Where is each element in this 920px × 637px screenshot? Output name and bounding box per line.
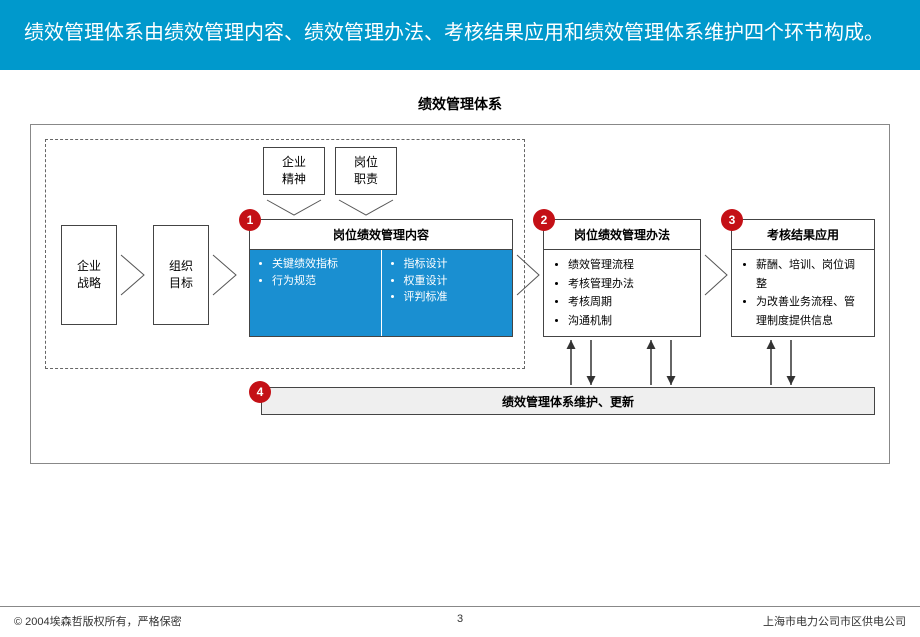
slide-footer: © 2004埃森哲版权所有，严格保密 3 上海市电力公司市区供电公司 — [0, 606, 920, 637]
main-box-2-title: 岗位绩效管理办法 — [544, 220, 700, 250]
box-label: 岗位 职责 — [354, 154, 378, 188]
main-box-3: 考核结果应用 薪酬、培训、岗位调整 为改善业务流程、管理制度提供信息 — [731, 219, 875, 337]
main3-body: 薪酬、培训、岗位调整 为改善业务流程、管理制度提供信息 — [732, 250, 874, 336]
circle-1: 1 — [239, 209, 261, 231]
main-box-1-title: 岗位绩效管理内容 — [250, 220, 512, 250]
list-item: 为改善业务流程、管理制度提供信息 — [756, 293, 864, 330]
main2-body: 绩效管理流程 考核管理办法 考核周期 沟通机制 — [544, 250, 700, 336]
bottom-bar: 绩效管理体系维护、更新 — [261, 387, 875, 415]
slide-header: 绩效管理体系由绩效管理内容、绩效管理办法、考核结果应用和绩效管理体系维护四个环节… — [0, 0, 920, 70]
list-item: 沟通机制 — [568, 312, 690, 331]
box-label: 企业 战略 — [77, 258, 101, 292]
box-org-goal: 组织 目标 — [153, 225, 209, 325]
box-enterprise-spirit: 企业 精神 — [263, 147, 325, 195]
main-box-2: 岗位绩效管理办法 绩效管理流程 考核管理办法 考核周期 沟通机制 — [543, 219, 701, 337]
box-label: 企业 精神 — [282, 154, 306, 188]
bottom-bar-label: 绩效管理体系维护、更新 — [502, 393, 634, 410]
box-position-duty: 岗位 职责 — [335, 147, 397, 195]
main-box-3-title: 考核结果应用 — [732, 220, 874, 250]
circle-4: 4 — [249, 381, 271, 403]
footer-page-number: 3 — [457, 613, 463, 625]
main-box-1: 岗位绩效管理内容 关键绩效指标 行为规范 指标设计 权重设计 评判标准 — [249, 219, 513, 337]
box-enterprise-strategy: 企业 战略 — [61, 225, 117, 325]
box-label: 组织 目标 — [169, 258, 193, 292]
circle-2: 2 — [533, 209, 555, 231]
footer-left: © 2004埃森哲版权所有，严格保密 — [14, 613, 182, 629]
list-item: 薪酬、培训、岗位调整 — [756, 256, 864, 293]
circle-3: 3 — [721, 209, 743, 231]
list-item: 行为规范 — [272, 273, 373, 290]
list-item: 权重设计 — [404, 273, 505, 290]
diagram-title: 绩效管理体系 — [0, 94, 920, 114]
list-item: 考核周期 — [568, 293, 690, 312]
main1-col-b: 指标设计 权重设计 评判标准 — [382, 250, 513, 336]
footer-right: 上海市电力公司市区供电公司 — [763, 613, 906, 629]
list-item: 关键绩效指标 — [272, 256, 373, 273]
diagram-canvas: 企业 战略 组织 目标 企业 精神 岗位 职责 1 2 3 4 岗位绩效管理内容… — [30, 124, 890, 464]
list-item: 考核管理办法 — [568, 275, 690, 294]
list-item: 绩效管理流程 — [568, 256, 690, 275]
header-title: 绩效管理体系由绩效管理内容、绩效管理办法、考核结果应用和绩效管理体系维护四个环节… — [24, 22, 884, 44]
main1-col-a: 关键绩效指标 行为规范 — [250, 250, 382, 336]
list-item: 指标设计 — [404, 256, 505, 273]
list-item: 评判标准 — [404, 289, 505, 306]
